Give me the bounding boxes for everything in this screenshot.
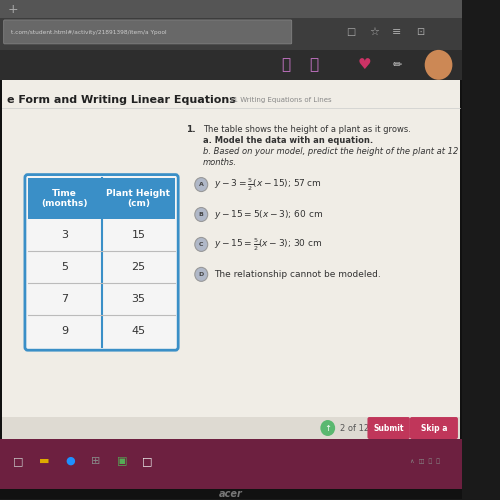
Text: 25: 25	[132, 262, 145, 272]
Circle shape	[195, 178, 207, 192]
Text: ♥: ♥	[358, 58, 372, 72]
Text: 45: 45	[132, 326, 145, 336]
Text: Time
(months): Time (months)	[42, 189, 88, 208]
Text: acer: acer	[219, 489, 242, 499]
Text: ▣: ▣	[116, 456, 127, 466]
Text: ●: ●	[66, 456, 75, 466]
Text: The relationship cannot be modeled.: The relationship cannot be modeled.	[214, 270, 381, 279]
FancyBboxPatch shape	[0, 439, 462, 489]
FancyBboxPatch shape	[25, 174, 178, 350]
Text: $y-15=5(x-3)$; 60 cm: $y-15=5(x-3)$; 60 cm	[214, 208, 324, 221]
Text: ↑: ↑	[324, 424, 332, 432]
Text: 15: 15	[132, 230, 145, 240]
Text: B: B	[199, 212, 203, 217]
Text: 35: 35	[132, 294, 145, 304]
Text: ⊞: ⊞	[92, 456, 100, 466]
Text: A: A	[199, 182, 203, 187]
Text: ∧  ◫  🔊  🔋: ∧ ◫ 🔊 🔋	[410, 458, 440, 464]
FancyBboxPatch shape	[368, 417, 410, 439]
Text: Submit: Submit	[374, 424, 404, 432]
FancyBboxPatch shape	[410, 417, 458, 439]
Text: t.com/student.html#/activity/21891398/item/a Ypool: t.com/student.html#/activity/21891398/it…	[11, 30, 166, 36]
Text: 9: 9	[61, 326, 68, 336]
Text: 3: 3	[61, 230, 68, 240]
Text: ✏: ✏	[392, 60, 402, 70]
FancyBboxPatch shape	[2, 417, 460, 439]
Text: 1.: 1.	[186, 124, 196, 134]
Text: The table shows the height of a plant as it grows.: The table shows the height of a plant as…	[203, 124, 411, 134]
Text: Plant Height
(cm): Plant Height (cm)	[106, 189, 170, 208]
Text: e Form and Writing Linear Equations: e Form and Writing Linear Equations	[8, 95, 236, 105]
FancyBboxPatch shape	[28, 178, 176, 220]
Text: D: D	[198, 272, 204, 277]
FancyBboxPatch shape	[0, 18, 462, 50]
Text: □: □	[142, 456, 153, 466]
Circle shape	[320, 420, 335, 436]
Text: 〈: 〈	[282, 58, 291, 72]
Text: □: □	[13, 456, 24, 466]
Text: 5: 5	[61, 262, 68, 272]
FancyBboxPatch shape	[2, 80, 460, 439]
Text: $y-3=\frac{5}{2}(x-15)$; 57 cm: $y-3=\frac{5}{2}(x-15)$; 57 cm	[214, 176, 322, 193]
Text: C: C	[199, 242, 203, 247]
Text: □: □	[346, 27, 356, 37]
Text: 2 of 12: 2 of 12	[340, 424, 369, 432]
Text: ⊡: ⊡	[416, 27, 424, 37]
Text: a. Model the data with an equation.: a. Model the data with an equation.	[203, 136, 373, 144]
Text: ☆: ☆	[369, 27, 379, 37]
Text: $y-15=\frac{5}{2}(x-3)$; 30 cm: $y-15=\frac{5}{2}(x-3)$; 30 cm	[214, 236, 322, 252]
FancyBboxPatch shape	[0, 50, 462, 80]
Circle shape	[195, 208, 207, 222]
Text: 7: 7	[61, 294, 68, 304]
Text: +: +	[8, 4, 18, 16]
FancyBboxPatch shape	[0, 0, 462, 499]
Text: 〉: 〉	[310, 58, 318, 72]
Text: b. Based on your model, predict the height of the plant at 12: b. Based on your model, predict the heig…	[203, 146, 458, 156]
Text: ≡: ≡	[392, 27, 402, 37]
Text: Skip a: Skip a	[420, 424, 447, 432]
Circle shape	[424, 50, 452, 80]
Circle shape	[195, 268, 207, 281]
Text: months.: months.	[203, 158, 237, 166]
FancyBboxPatch shape	[0, 0, 462, 18]
FancyBboxPatch shape	[4, 20, 292, 44]
Circle shape	[195, 238, 207, 252]
Text: ▬: ▬	[39, 456, 50, 466]
Text: 11 Writing Equations of Lines: 11 Writing Equations of Lines	[229, 97, 332, 103]
FancyBboxPatch shape	[0, 489, 462, 499]
